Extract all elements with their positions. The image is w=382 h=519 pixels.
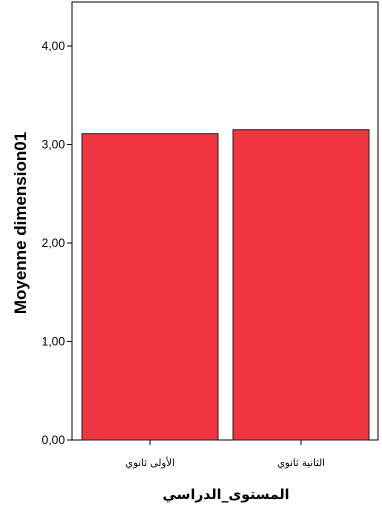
bars — [81, 129, 370, 441]
y-tick-label: 0,00 — [42, 433, 66, 447]
x-tick-label: الثانية ثانوي — [277, 458, 325, 469]
y-tick-label: 2,00 — [42, 236, 66, 250]
bar — [232, 129, 370, 441]
y-tick-label: 1,00 — [42, 335, 66, 349]
y-tick-label: 3,00 — [42, 138, 66, 152]
plot-frame — [71, 1, 379, 441]
y-axis-title: Moyenne dimension01 — [11, 132, 30, 314]
x-axis: الأولى ثانوي الثانية ثانوي — [125, 440, 325, 469]
y-tick-label: 4,00 — [42, 39, 66, 53]
x-tick-label: الأولى ثانوي — [125, 456, 174, 469]
x-axis-title: المستوى_الدراسي — [163, 487, 290, 503]
y-axis: 0,00 1,00 2,00 3,00 4,00 — [42, 39, 72, 447]
bar — [81, 133, 219, 441]
